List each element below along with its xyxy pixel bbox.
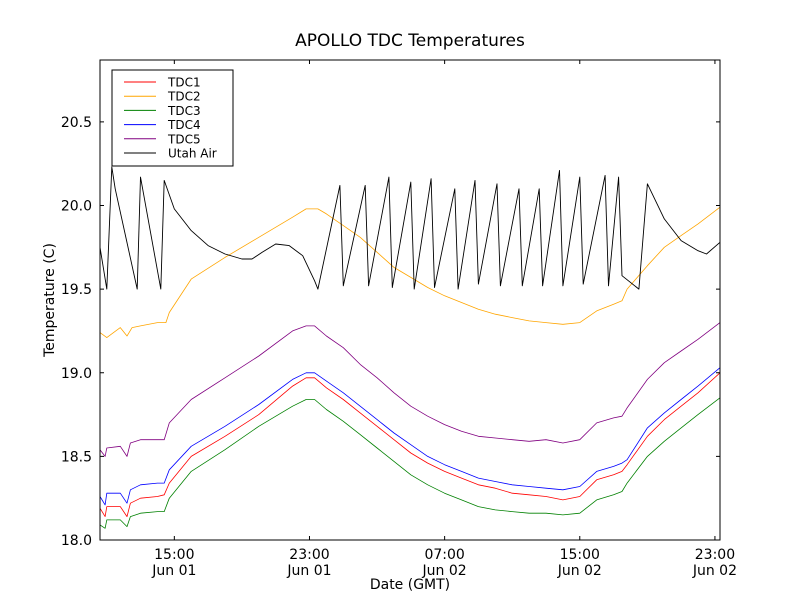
series-line-utah-air	[99, 166, 721, 290]
x-tick-label-date: Jun 01	[286, 563, 331, 579]
series-line-tdc5	[99, 322, 721, 457]
x-tick-label-time: 15:00	[154, 547, 194, 563]
legend-box	[111, 69, 234, 167]
series-line-tdc1	[99, 372, 721, 517]
series-line-tdc3	[99, 397, 721, 529]
x-tick-label-time: 07:00	[424, 547, 464, 563]
legend-label-tdc4: TDC4	[167, 118, 201, 132]
y-tick-label: 19.5	[61, 282, 92, 298]
x-tick-label-date: Jun 02	[557, 563, 602, 579]
y-tick-label: 20.0	[61, 199, 92, 215]
legend-label-tdc5: TDC5	[167, 132, 201, 146]
x-tick-label-date: Jun 02	[692, 563, 737, 579]
y-axis: 18.0 18.5 19.0 19.5 20.0 20.5	[61, 115, 720, 549]
y-tick-label: 18.5	[61, 449, 92, 465]
legend-label-tdc2: TDC2	[167, 90, 201, 104]
y-axis-label: Temperature (C)	[42, 243, 58, 358]
x-axis-label: Date (GMT)	[370, 577, 450, 593]
x-tick-label-time: 23:00	[695, 547, 735, 563]
legend-label-tdc3: TDC3	[167, 104, 201, 118]
legend-label-utah-air: Utah Air	[168, 147, 217, 161]
series-line-tdc4	[99, 367, 721, 506]
x-tick-label-time: 15:00	[560, 547, 600, 563]
series-line-tdc2	[99, 206, 721, 338]
series-layer	[99, 166, 721, 529]
chart-title: APOLLO TDC Temperatures	[295, 31, 525, 51]
y-tick-label: 20.5	[61, 115, 92, 131]
y-tick-label: 19.0	[61, 366, 92, 382]
plot-frame	[99, 59, 721, 541]
legend-label-tdc1: TDC1	[167, 76, 201, 90]
y-tick-label: 18.0	[61, 533, 92, 549]
x-tick-label-time: 23:00	[289, 547, 329, 563]
x-tick-label-date: Jun 02	[422, 563, 467, 579]
x-tick-label-date: Jun 01	[151, 563, 196, 579]
